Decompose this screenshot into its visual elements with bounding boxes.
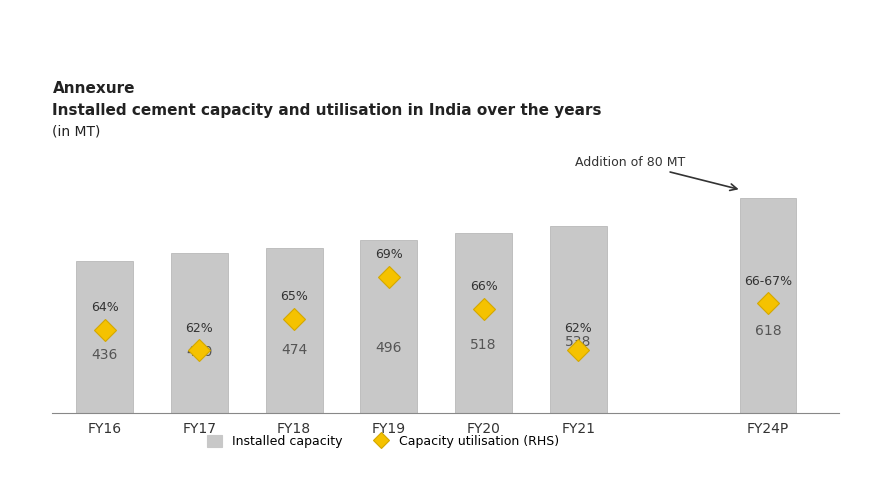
Text: 66%: 66% [469, 280, 497, 293]
Text: (in MT): (in MT) [52, 125, 101, 139]
Text: 474: 474 [281, 343, 308, 357]
Text: 618: 618 [754, 325, 781, 338]
Bar [171, 253, 228, 413]
Text: Annexure: Annexure [52, 81, 135, 96]
Text: 62%: 62% [565, 322, 593, 335]
Text: 518: 518 [470, 338, 497, 352]
Bar [739, 198, 796, 413]
Bar [76, 261, 133, 413]
Text: 66-67%: 66-67% [744, 275, 792, 288]
Legend: Installed capacity, Capacity utilisation (RHS): Installed capacity, Capacity utilisation… [202, 430, 564, 453]
Text: 496: 496 [376, 341, 402, 354]
Text: 65%: 65% [281, 290, 308, 303]
Text: 62%: 62% [185, 322, 213, 335]
Text: Addition of 80 MT: Addition of 80 MT [575, 156, 737, 191]
Text: 64%: 64% [91, 301, 119, 314]
Text: 460: 460 [186, 345, 212, 359]
Bar [266, 248, 323, 413]
Bar [360, 240, 417, 413]
Text: 538: 538 [565, 335, 592, 349]
Text: 436: 436 [92, 348, 118, 362]
Bar [455, 232, 512, 413]
Text: 69%: 69% [375, 248, 403, 262]
Text: Installed cement capacity and utilisation in India over the years: Installed cement capacity and utilisatio… [52, 103, 602, 118]
Bar [550, 226, 607, 413]
